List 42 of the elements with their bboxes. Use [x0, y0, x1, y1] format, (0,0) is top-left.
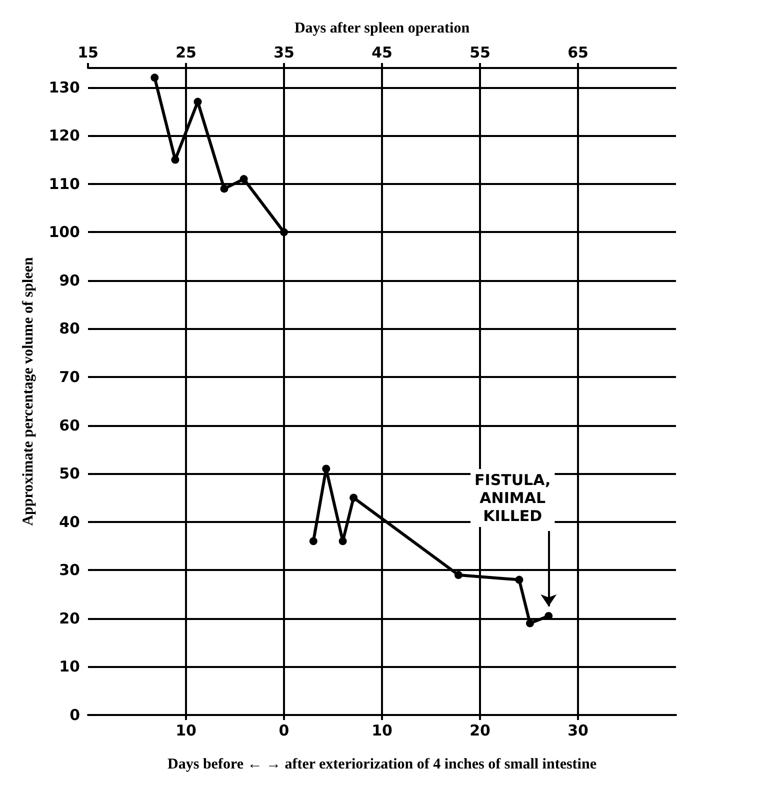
point: [220, 184, 228, 193]
point: [171, 156, 180, 164]
x2-axis-title: Days after spleen operation: [294, 20, 470, 36]
y-tick-label: 80: [59, 320, 80, 338]
x-tick-label: 10: [176, 722, 196, 740]
x2-tick-label: 35: [274, 44, 294, 62]
y-tick-label: 50: [59, 464, 80, 483]
point: [150, 74, 159, 82]
point: [240, 175, 248, 184]
x-tick-label: 10: [372, 722, 392, 740]
y-tick-label: 70: [59, 368, 80, 386]
x-axis-title: Days before ← → after exteriorization of 4 inches of small intestine: [168, 756, 597, 772]
y-tick-label: 30: [59, 561, 80, 580]
y-tick-label: 110: [48, 174, 80, 193]
point: [454, 570, 462, 579]
x2-tick-label: 55: [470, 44, 490, 62]
y-tick-label: 100: [48, 223, 80, 242]
annotation: FISTULA, ANIMAL KILLED: [474, 471, 551, 526]
x-tick-label: 30: [568, 722, 588, 740]
y-tick-label: 0: [70, 706, 80, 724]
x2-tick-label: 45: [372, 44, 392, 62]
point: [280, 228, 288, 236]
y-axis-title: Approximate percentage volume of spleen: [20, 256, 36, 526]
x2-tick-label: 25: [176, 44, 196, 62]
point: [322, 464, 330, 473]
y-tick-label: 60: [59, 416, 80, 434]
y-tick-label: 40: [59, 512, 80, 531]
x-tick-label: 20: [470, 722, 490, 740]
x-tick-label: 0: [278, 722, 290, 740]
y-tick-label: 10: [59, 658, 80, 676]
point: [309, 537, 318, 546]
x2-tick-label: 15: [78, 44, 98, 62]
y-tick-label: 20: [59, 609, 80, 628]
x2-tick-label: 65: [568, 44, 588, 62]
point: [526, 619, 534, 628]
point: [515, 576, 524, 584]
y-tick-label: 90: [59, 271, 80, 290]
y-tick-label: 130: [48, 78, 80, 96]
point: [350, 494, 358, 502]
y-tick-label: 120: [48, 126, 80, 145]
point: [194, 98, 202, 106]
point: [338, 537, 347, 546]
